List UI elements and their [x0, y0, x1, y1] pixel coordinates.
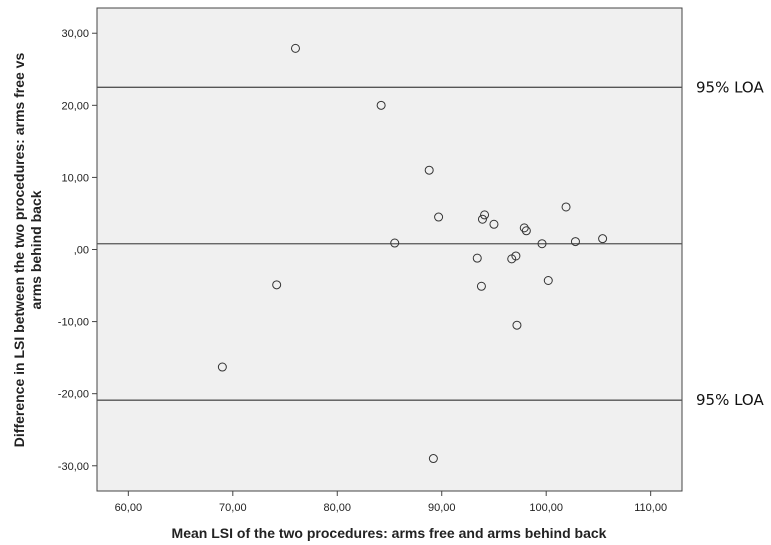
- x-tick-label: 110,00: [634, 502, 667, 514]
- loa-label-0: 95% LOA: [696, 78, 764, 96]
- y-axis-title-line-2: arms behind back: [28, 190, 44, 309]
- data-point: [476, 281, 486, 291]
- loa-labels: 95% LOA 95% LOA: [696, 78, 764, 409]
- y-tick-label: -30,00: [58, 461, 89, 473]
- data-point: [424, 165, 434, 175]
- x-tick-label: 100,00: [529, 502, 563, 514]
- data-point: [480, 210, 490, 220]
- x-tick-label: 90,00: [428, 502, 456, 514]
- y-tick-label: -10,00: [58, 317, 89, 329]
- data-point: [472, 253, 482, 263]
- y-tick-label: 30,00: [61, 28, 89, 40]
- loa-label-2: 95% LOA: [696, 391, 764, 409]
- data-point: [390, 238, 400, 248]
- data-point: [521, 226, 531, 236]
- data-point: [489, 219, 499, 229]
- y-tick-label: -20,00: [58, 389, 89, 401]
- data-point: [376, 100, 386, 110]
- x-axis-title: Mean LSI of the two procedures: arms fre…: [172, 525, 607, 541]
- data-point: [217, 362, 227, 372]
- data-point: [561, 202, 571, 212]
- data-point: [519, 223, 529, 233]
- data-point: [511, 251, 521, 261]
- x-axis: 60,00 70,00 80,00 90,00 100,00 110,00: [115, 491, 667, 514]
- data-point: [512, 320, 522, 330]
- data-point: [428, 454, 438, 464]
- y-tick-label: 20,00: [61, 100, 89, 112]
- y-axis-title-line-1: Difference in LSI between the two proced…: [11, 53, 27, 448]
- reference-lines: [97, 86, 682, 401]
- data-point: [537, 239, 547, 249]
- y-axis: 30,00 20,00 10,00 ,00 -10,00 -20,00 -30,00: [58, 28, 97, 473]
- data-point: [543, 275, 553, 285]
- data-points: [217, 43, 608, 464]
- data-point: [477, 214, 487, 224]
- x-tick-label: 70,00: [219, 502, 247, 514]
- data-point: [570, 237, 580, 247]
- data-point: [290, 43, 300, 53]
- data-point: [272, 280, 282, 290]
- x-tick-label: 60,00: [115, 502, 143, 514]
- data-point: [434, 212, 444, 222]
- y-tick-label: 10,00: [61, 172, 89, 184]
- x-tick-label: 80,00: [324, 502, 352, 514]
- plot-area: [96, 7, 683, 492]
- y-tick-label: ,00: [74, 245, 89, 257]
- data-point: [598, 234, 608, 244]
